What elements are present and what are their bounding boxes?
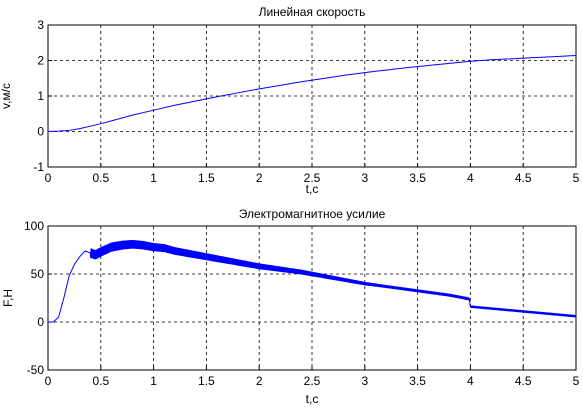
speed-x-tick-label: 4.5 <box>515 171 532 185</box>
speed-x-tick-label: 2 <box>256 171 263 185</box>
speed-y-tick-label: 1 <box>37 89 44 103</box>
force-x-tick-label: 4.5 <box>515 374 532 388</box>
force-x-tick-label: 0.5 <box>92 374 109 388</box>
speed-y-axis-label: v,м/с <box>0 83 13 109</box>
force-x-tick-label: 0 <box>45 374 52 388</box>
speed-x-tick-label: 0 <box>45 171 52 185</box>
force-y-tick-label: 0 <box>37 315 44 329</box>
force-x-tick-label: 4 <box>467 374 474 388</box>
force-y-tick-label: -50 <box>27 363 45 377</box>
speed-x-tick-label: 1.5 <box>198 171 215 185</box>
speed-x-axis-label: t,c <box>306 182 319 196</box>
speed-y-tick-label: -1 <box>33 160 44 174</box>
speed-chart-title: Линейная скорость <box>259 5 366 19</box>
speed-x-tick-label: 2.5 <box>304 171 321 185</box>
force-x-tick-label: 1.5 <box>198 374 215 388</box>
force-x-tick-label: 1 <box>150 374 157 388</box>
speed-x-tick-label: 3.5 <box>409 171 426 185</box>
speed-x-tick-label: 5 <box>573 171 580 185</box>
force-series-line <box>48 239 577 323</box>
speed-series-line <box>47 55 577 132</box>
force-y-tick-label: 100 <box>24 219 44 233</box>
force-y-tick-label: 50 <box>31 267 45 281</box>
force-x-tick-label: 3 <box>361 374 368 388</box>
force-chart-title: Электромагнитное усилие <box>239 207 386 221</box>
speed-x-tick-label: 1 <box>150 171 157 185</box>
speed-y-tick-label: 0 <box>37 125 44 139</box>
force-x-tick-label: 2.5 <box>304 374 321 388</box>
speed-x-tick-label: 3 <box>361 171 368 185</box>
force-x-tick-label: 2 <box>256 374 263 388</box>
force-x-tick-label: 3.5 <box>409 374 426 388</box>
speed-x-tick-label: 4 <box>467 171 474 185</box>
speed-x-tick-label: 0.5 <box>92 171 109 185</box>
force-x-axis-label: t,c <box>306 392 319 406</box>
force-x-tick-label: 5 <box>573 374 580 388</box>
speed-y-tick-label: 2 <box>37 54 44 68</box>
force-y-axis-label: F,H <box>1 289 15 307</box>
speed-y-tick-label: 3 <box>37 18 44 32</box>
